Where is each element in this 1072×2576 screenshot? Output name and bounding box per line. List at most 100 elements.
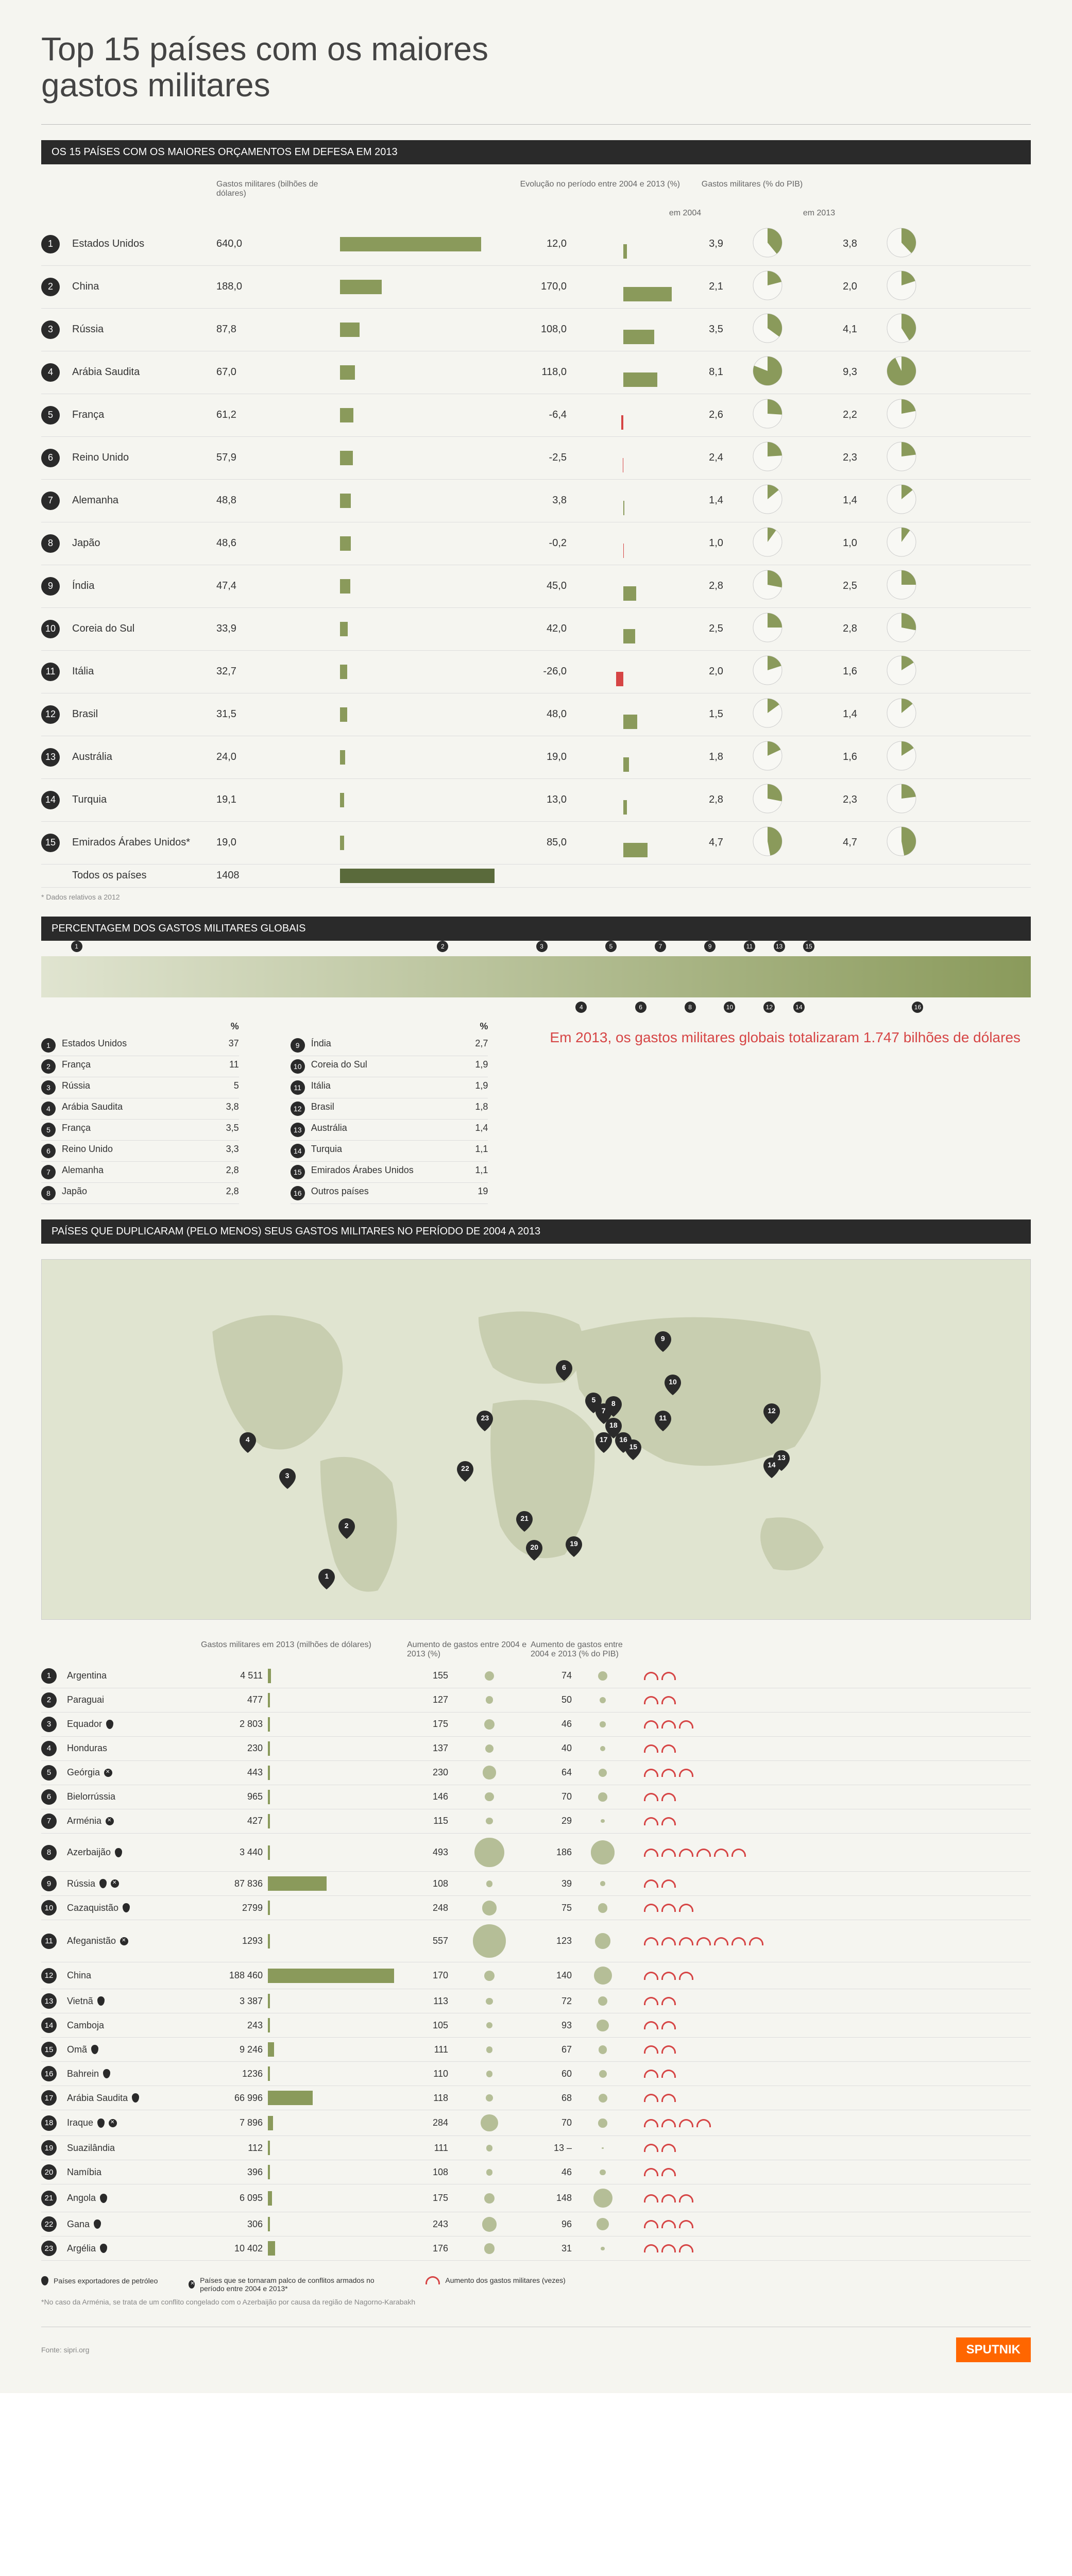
pct-name: Rússia [56, 1080, 208, 1095]
oil-drop-icon [132, 2093, 139, 2103]
rank-badge: 7 [41, 1165, 56, 1179]
country-name: Iraque [67, 2117, 201, 2128]
pct-row: 9 Índia 2,7 [291, 1035, 488, 1056]
gdp13-value: 2,8 [814, 623, 886, 635]
t2-arcs [634, 1937, 778, 1945]
map-section: 1 2 3 4 5 6 7 8 9 10 11 12 13 14 15 16 1… [41, 1259, 1031, 1620]
evo-value: 12,0 [495, 238, 567, 250]
arc-icon [644, 1849, 658, 1857]
rank-badge: 2 [41, 278, 60, 296]
t2-gdp-bubble [572, 1967, 634, 1985]
t2-gdp: 140 [531, 1970, 572, 1981]
t2-inc: 170 [407, 1970, 448, 1981]
evo-value: -26,0 [495, 666, 567, 677]
country-name: Azerbaijão [67, 1847, 201, 1858]
country-name: Honduras [67, 1743, 201, 1754]
t2-arcs [634, 2168, 778, 2176]
pct-name: Reino Unido [56, 1144, 208, 1158]
gdp04-pie [752, 740, 814, 774]
arc-icon [679, 1849, 693, 1857]
arc-icon [661, 1696, 676, 1704]
pct-val: 1,9 [457, 1080, 488, 1095]
t2-gdp-bubble [572, 1881, 634, 1886]
t2-inc-bubble [448, 1901, 531, 1916]
band-tick: 8 [685, 1002, 696, 1013]
t2-arcs [634, 2220, 778, 2228]
t2-gdp-bubble [572, 1746, 634, 1751]
t2-inc-bubble [448, 2169, 531, 2176]
table-row: 10 Cazaquistão 2799 248 75 [41, 1896, 1031, 1920]
table-row: 19 Suazilândia 112 111 13 – [41, 2136, 1031, 2160]
t2-inc-bubble [448, 2046, 531, 2053]
t2-spend-bar [263, 2091, 407, 2105]
evo-value: 19,0 [495, 751, 567, 763]
map-pin: 18 [605, 1418, 622, 1438]
t2-spend: 306 [201, 2219, 263, 2230]
t2-inc: 146 [407, 1791, 448, 1802]
pct-name: França [56, 1123, 208, 1137]
rank-badge: 23 [41, 2241, 57, 2256]
pct-row: 1 Estados Unidos 37 [41, 1035, 239, 1056]
rank-badge: 8 [41, 534, 60, 553]
t2-spend: 443 [201, 1767, 263, 1778]
rank-badge: 5 [41, 406, 60, 425]
spend-value: 19,0 [216, 837, 340, 849]
col-evo-header: Evolução no período entre 2004 e 2013 (%… [495, 180, 680, 198]
arc-icon [679, 1937, 693, 1945]
rank-badge: 15 [41, 2042, 57, 2057]
conflict-icon [106, 1817, 114, 1825]
table-row: 14 Camboja 243 105 93 [41, 2013, 1031, 2038]
gdp13-value: 1,4 [814, 708, 886, 720]
arc-icon [661, 2070, 676, 2078]
t2-spend: 427 [201, 1816, 263, 1826]
section3-title: PAÍSES QUE DUPLICARAM (PELO MENOS) SEUS … [41, 1219, 1031, 1244]
table-row: 18 Iraque 7 896 284 70 [41, 2110, 1031, 2136]
arc-icon [661, 1720, 676, 1728]
arc-icon [661, 2094, 676, 2102]
band-tick: 6 [635, 1002, 646, 1013]
table-row: 8 Azerbaijão 3 440 493 186 [41, 1834, 1031, 1872]
gdp13-pie [886, 270, 948, 304]
band-tick: 7 [655, 941, 666, 952]
table-row: 2 Paraguai 477 127 50 [41, 1688, 1031, 1713]
t2-arcs [634, 1744, 778, 1753]
pct-row: 8 Japão 2,8 [41, 1183, 239, 1204]
spend-value: 188,0 [216, 281, 340, 293]
arc-icon [661, 1769, 676, 1777]
t2-inc-bubble [448, 2217, 531, 2231]
t2-gdp-bubble [572, 2119, 634, 2128]
t2-spend-bar [263, 1669, 407, 1683]
gdp04-value: 2,0 [680, 666, 752, 677]
t2-inc-bubble [448, 2114, 531, 2131]
arc-icon [679, 1972, 693, 1980]
rank-badge: 5 [41, 1123, 56, 1137]
evo-value: 13,0 [495, 794, 567, 806]
rank-badge: 1 [41, 235, 60, 253]
arc-icon [426, 2276, 440, 2284]
spend-value: 47,4 [216, 580, 340, 592]
pct-val: 5 [208, 1080, 239, 1095]
country-name: Reino Unido [72, 452, 216, 464]
header: Top 15 países com os maiores gastos mili… [41, 31, 1031, 104]
gdp13-value: 1,0 [814, 537, 886, 549]
spend-value: 19,1 [216, 794, 340, 806]
pct-row: 14 Turquia 1,1 [291, 1141, 488, 1162]
map-pin: 22 [457, 1461, 473, 1482]
pct-row: 16 Outros países 19 [291, 1183, 488, 1204]
t2-gdp: 67 [531, 2044, 572, 2055]
gdp13-value: 9,3 [814, 366, 886, 378]
gdp13-value: 2,0 [814, 281, 886, 293]
conflict-icon [104, 1769, 112, 1777]
rank-badge: 11 [291, 1080, 305, 1095]
t2-inc-bubble [448, 1744, 531, 1753]
spend-bar [340, 494, 495, 508]
oil-drop-icon [115, 1848, 122, 1857]
spend-value: 87,8 [216, 324, 340, 335]
t2-spend: 1236 [201, 2069, 263, 2079]
arc-icon [661, 1879, 676, 1888]
t2-inc-bubble [448, 1818, 531, 1824]
arc-icon [661, 1904, 676, 1912]
arc-icon [644, 2119, 658, 2127]
country-name: Brasil [72, 708, 216, 720]
spend-value: 61,2 [216, 409, 340, 421]
